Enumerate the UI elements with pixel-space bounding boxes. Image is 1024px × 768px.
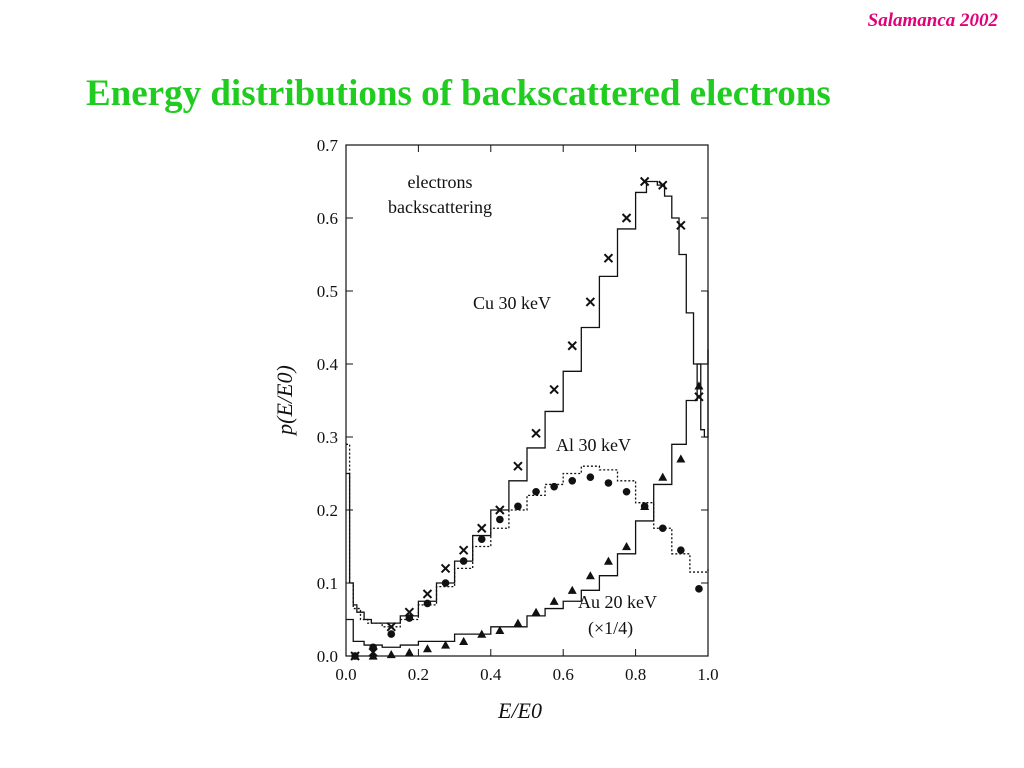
triangle-marker <box>658 472 668 481</box>
triangle-marker <box>477 629 487 638</box>
x-tick-label: 0.6 <box>553 665 574 684</box>
circle-marker <box>550 482 558 491</box>
cross-marker <box>422 589 433 599</box>
cross-marker <box>567 341 577 351</box>
triangle-marker <box>676 454 686 463</box>
cross-marker <box>639 176 650 187</box>
series-line <box>346 349 709 648</box>
circle-marker <box>459 557 468 565</box>
y-tick-label: 0.2 <box>317 501 338 520</box>
x-tick-label: 0.8 <box>625 665 646 684</box>
cross-marker <box>658 180 668 190</box>
triangle-marker <box>459 636 469 645</box>
annotation-electrons: electrons <box>408 172 473 192</box>
cross-marker <box>386 622 396 632</box>
triangle-marker <box>386 650 396 659</box>
circle-marker <box>477 535 486 543</box>
triangle-marker <box>640 501 650 510</box>
circle-marker <box>496 515 504 524</box>
circle-marker <box>387 630 396 638</box>
triangle-marker <box>694 381 704 390</box>
cross-marker <box>694 392 704 402</box>
cross-marker <box>531 428 541 439</box>
triangle-marker <box>404 647 414 656</box>
cross-marker <box>585 297 596 307</box>
circle-marker <box>658 524 667 533</box>
triangle-marker <box>495 625 505 635</box>
triangle-marker <box>549 596 559 605</box>
cross-marker <box>458 545 469 555</box>
x-tick-label: 0.4 <box>480 665 502 684</box>
annotation-backscattering: backscattering <box>388 197 492 217</box>
x-tick-label: 1.0 <box>697 665 718 684</box>
y-tick-label: 0.0 <box>317 647 338 666</box>
y-tick-label: 0.3 <box>317 428 338 447</box>
circle-marker <box>405 614 414 622</box>
y-tick-label: 0.6 <box>317 209 338 228</box>
triangle-marker <box>531 607 541 616</box>
triangle-marker <box>622 542 632 551</box>
cross-marker <box>603 253 614 263</box>
annotation-al: Al 30 keV <box>556 435 631 455</box>
plot-frame <box>345 144 709 657</box>
y-tick-label: 0.1 <box>317 574 338 593</box>
circle-marker <box>423 599 432 608</box>
annotation-au: Au 20 keV <box>578 592 657 612</box>
cross-marker <box>495 505 505 515</box>
cross-marker <box>549 384 559 395</box>
circle-marker <box>514 502 522 511</box>
y-axis-label: p(E/E0) <box>272 365 297 437</box>
cross-marker <box>440 563 451 574</box>
y-tick-label: 0.5 <box>317 282 338 301</box>
triangle-marker <box>422 644 432 653</box>
x-tick-label: 0.0 <box>335 665 356 684</box>
y-tick-label: 0.4 <box>317 355 339 374</box>
triangle-marker <box>567 585 577 594</box>
cross-marker <box>676 220 686 231</box>
circle-marker <box>532 487 540 496</box>
series-line <box>346 180 709 624</box>
triangle-marker <box>513 618 523 627</box>
annotation-au-scale: (×1/4) <box>588 618 633 639</box>
triangle-marker <box>585 571 595 580</box>
circle-marker <box>369 643 377 652</box>
triangle-marker <box>368 651 378 660</box>
cross-marker <box>477 523 487 533</box>
cross-marker <box>404 607 415 617</box>
slide-title: Energy distributions of backscattered el… <box>86 73 831 114</box>
circle-marker <box>604 479 613 487</box>
cross-marker <box>513 461 523 471</box>
circle-marker <box>677 546 685 554</box>
circle-marker <box>695 585 703 593</box>
x-axis-label: E/E0 <box>497 698 542 723</box>
triangle-marker <box>603 556 613 565</box>
circle-marker <box>441 579 450 587</box>
triangle-marker <box>350 651 360 660</box>
triangle-marker <box>441 640 451 649</box>
cross-marker <box>621 213 632 223</box>
circle-marker <box>568 477 577 485</box>
corner-label: Salamanca 2002 <box>867 10 998 31</box>
y-tick-label: 0.7 <box>317 136 339 155</box>
circle-marker <box>586 473 595 481</box>
x-tick-label: 0.2 <box>408 665 429 684</box>
annotation-cu: Cu 30 keV <box>473 293 551 313</box>
circle-marker <box>622 487 631 496</box>
